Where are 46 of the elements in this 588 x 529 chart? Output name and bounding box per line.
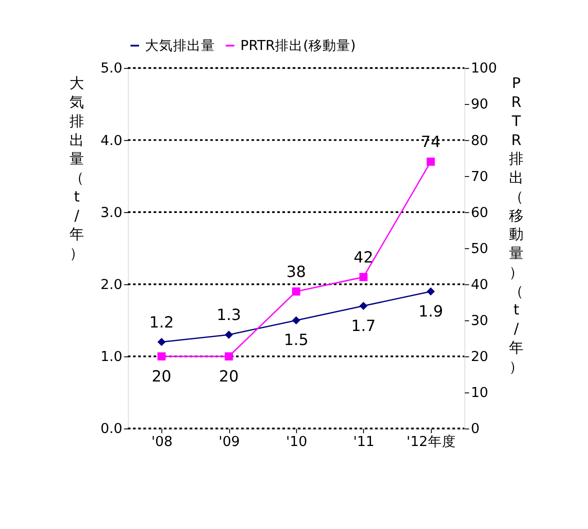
point bbox=[157, 338, 166, 346]
data-label: 1.2 bbox=[149, 313, 174, 332]
text: PRTR排出（移動量）（t/年） bbox=[508, 75, 524, 376]
data-label: 20 bbox=[219, 367, 239, 386]
data-label: 1.7 bbox=[351, 316, 376, 335]
y-tick-label: 2.0 bbox=[100, 276, 122, 293]
y-tick-label: 5.0 bbox=[100, 60, 122, 77]
x-tick-label: '10 bbox=[286, 434, 308, 450]
y2-tick-label: 80 bbox=[470, 132, 488, 149]
y2-tick-label: 70 bbox=[470, 168, 488, 185]
y2-tick-label: 100 bbox=[470, 60, 498, 77]
point bbox=[359, 272, 368, 282]
y2-tick-label: 10 bbox=[470, 385, 488, 402]
point bbox=[157, 352, 166, 360]
point bbox=[292, 316, 300, 324]
data-label: 38 bbox=[286, 262, 306, 281]
y-tick-label: 4.0 bbox=[100, 132, 122, 149]
point bbox=[426, 287, 435, 296]
y2-tick-label: 20 bbox=[470, 349, 488, 366]
point bbox=[224, 352, 233, 360]
point bbox=[426, 158, 435, 166]
point bbox=[224, 330, 233, 339]
y2-tick-label: 40 bbox=[470, 276, 488, 293]
data-label: 20 bbox=[152, 367, 172, 386]
point bbox=[292, 287, 300, 296]
data-label: 1.9 bbox=[418, 302, 444, 320]
y-tick-label: 1.0 bbox=[100, 349, 122, 366]
data-label: 1.5 bbox=[284, 331, 308, 350]
y2-tick-label: 0 bbox=[470, 421, 480, 438]
y2-tick-label: 30 bbox=[470, 313, 488, 330]
data-label: 74 bbox=[420, 133, 441, 152]
text: 大気排出量（t/年） bbox=[69, 75, 84, 262]
point bbox=[359, 302, 368, 310]
x-tick-label: '12年度 bbox=[406, 434, 456, 450]
legend-label: PRTR排出(移動量) bbox=[240, 38, 356, 54]
legend-label: 大気排出量 bbox=[145, 38, 216, 54]
x-tick-label: '08 bbox=[151, 434, 173, 450]
y2-tick-label: 60 bbox=[470, 204, 488, 221]
x-tick-label: '09 bbox=[218, 434, 240, 450]
data-label: 1.3 bbox=[216, 306, 242, 324]
y-tick-label: 0.0 bbox=[100, 421, 122, 438]
y2-tick-label: 50 bbox=[470, 240, 488, 257]
x-tick-label: '11 bbox=[353, 434, 374, 450]
y-tick-label: 3.0 bbox=[100, 204, 122, 221]
data-label: 42 bbox=[354, 248, 374, 266]
y2-tick-label: 90 bbox=[470, 96, 488, 113]
